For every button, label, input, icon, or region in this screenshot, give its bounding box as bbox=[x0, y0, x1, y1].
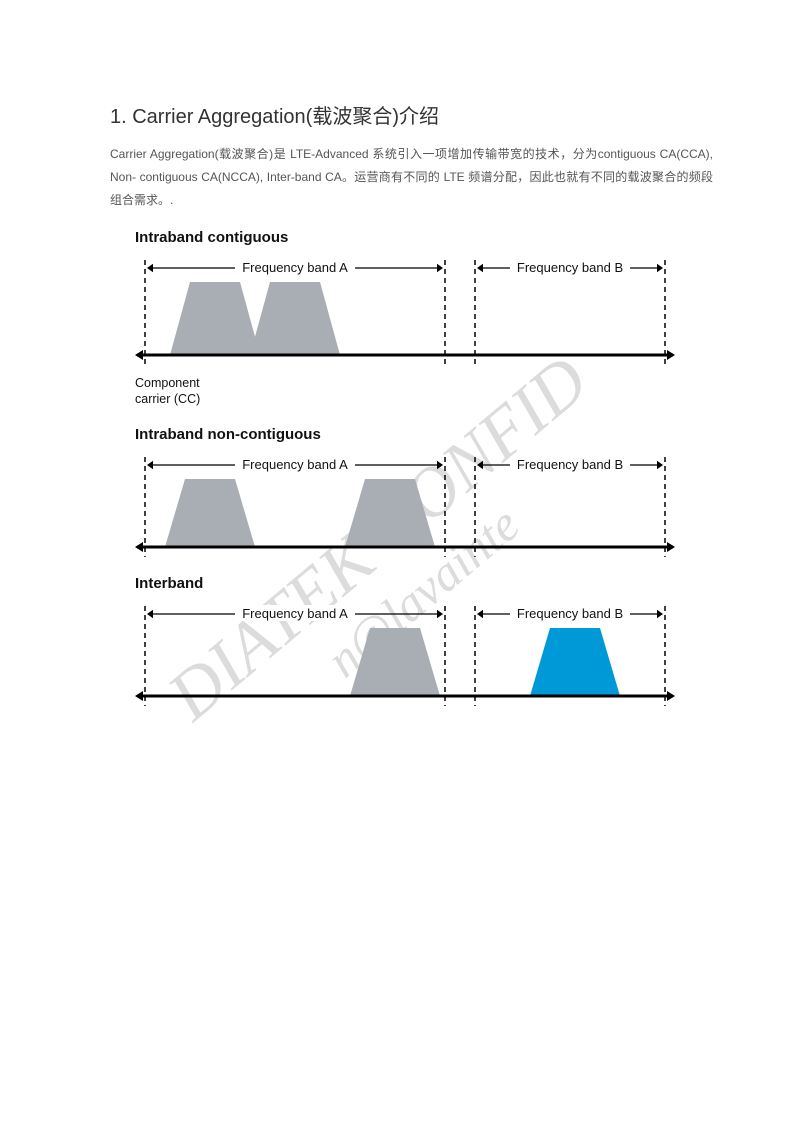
svg-text:Frequency band B: Frequency band B bbox=[517, 260, 623, 275]
panel-svg-2: Frequency band A Frequency band B bbox=[135, 596, 675, 706]
panel-0: Intraband contiguous Frequency band AFre… bbox=[135, 229, 713, 407]
panel-svg-1: Frequency band A Frequency band B bbox=[135, 447, 675, 557]
panel-title-1: Intraband non-contiguous bbox=[135, 426, 713, 443]
svg-text:Frequency band A: Frequency band A bbox=[242, 606, 348, 621]
panel-title-0: Intraband contiguous bbox=[135, 229, 713, 246]
svg-text:Frequency band B: Frequency band B bbox=[517, 606, 623, 621]
svg-text:Frequency band A: Frequency band A bbox=[242, 260, 348, 275]
svg-text:Frequency band A: Frequency band A bbox=[242, 457, 348, 472]
panel-title-2: Interband bbox=[135, 575, 713, 592]
panel-2: Interband Frequency band AFrequency band… bbox=[135, 575, 713, 706]
svg-text:Frequency band B: Frequency band B bbox=[517, 457, 623, 472]
page-heading: 1. Carrier Aggregation(载波聚合)介绍 bbox=[110, 100, 713, 129]
panel-1: Intraband non-contiguous Frequency band … bbox=[135, 426, 713, 557]
intro-paragraph: Carrier Aggregation(载波聚合)是 LTE-Advanced … bbox=[110, 143, 713, 211]
diagram-container: Intraband contiguous Frequency band AFre… bbox=[135, 229, 713, 705]
panel-svg-0: Frequency band A Frequency band B bbox=[135, 250, 675, 370]
cc-label: Componentcarrier (CC) bbox=[135, 376, 713, 407]
